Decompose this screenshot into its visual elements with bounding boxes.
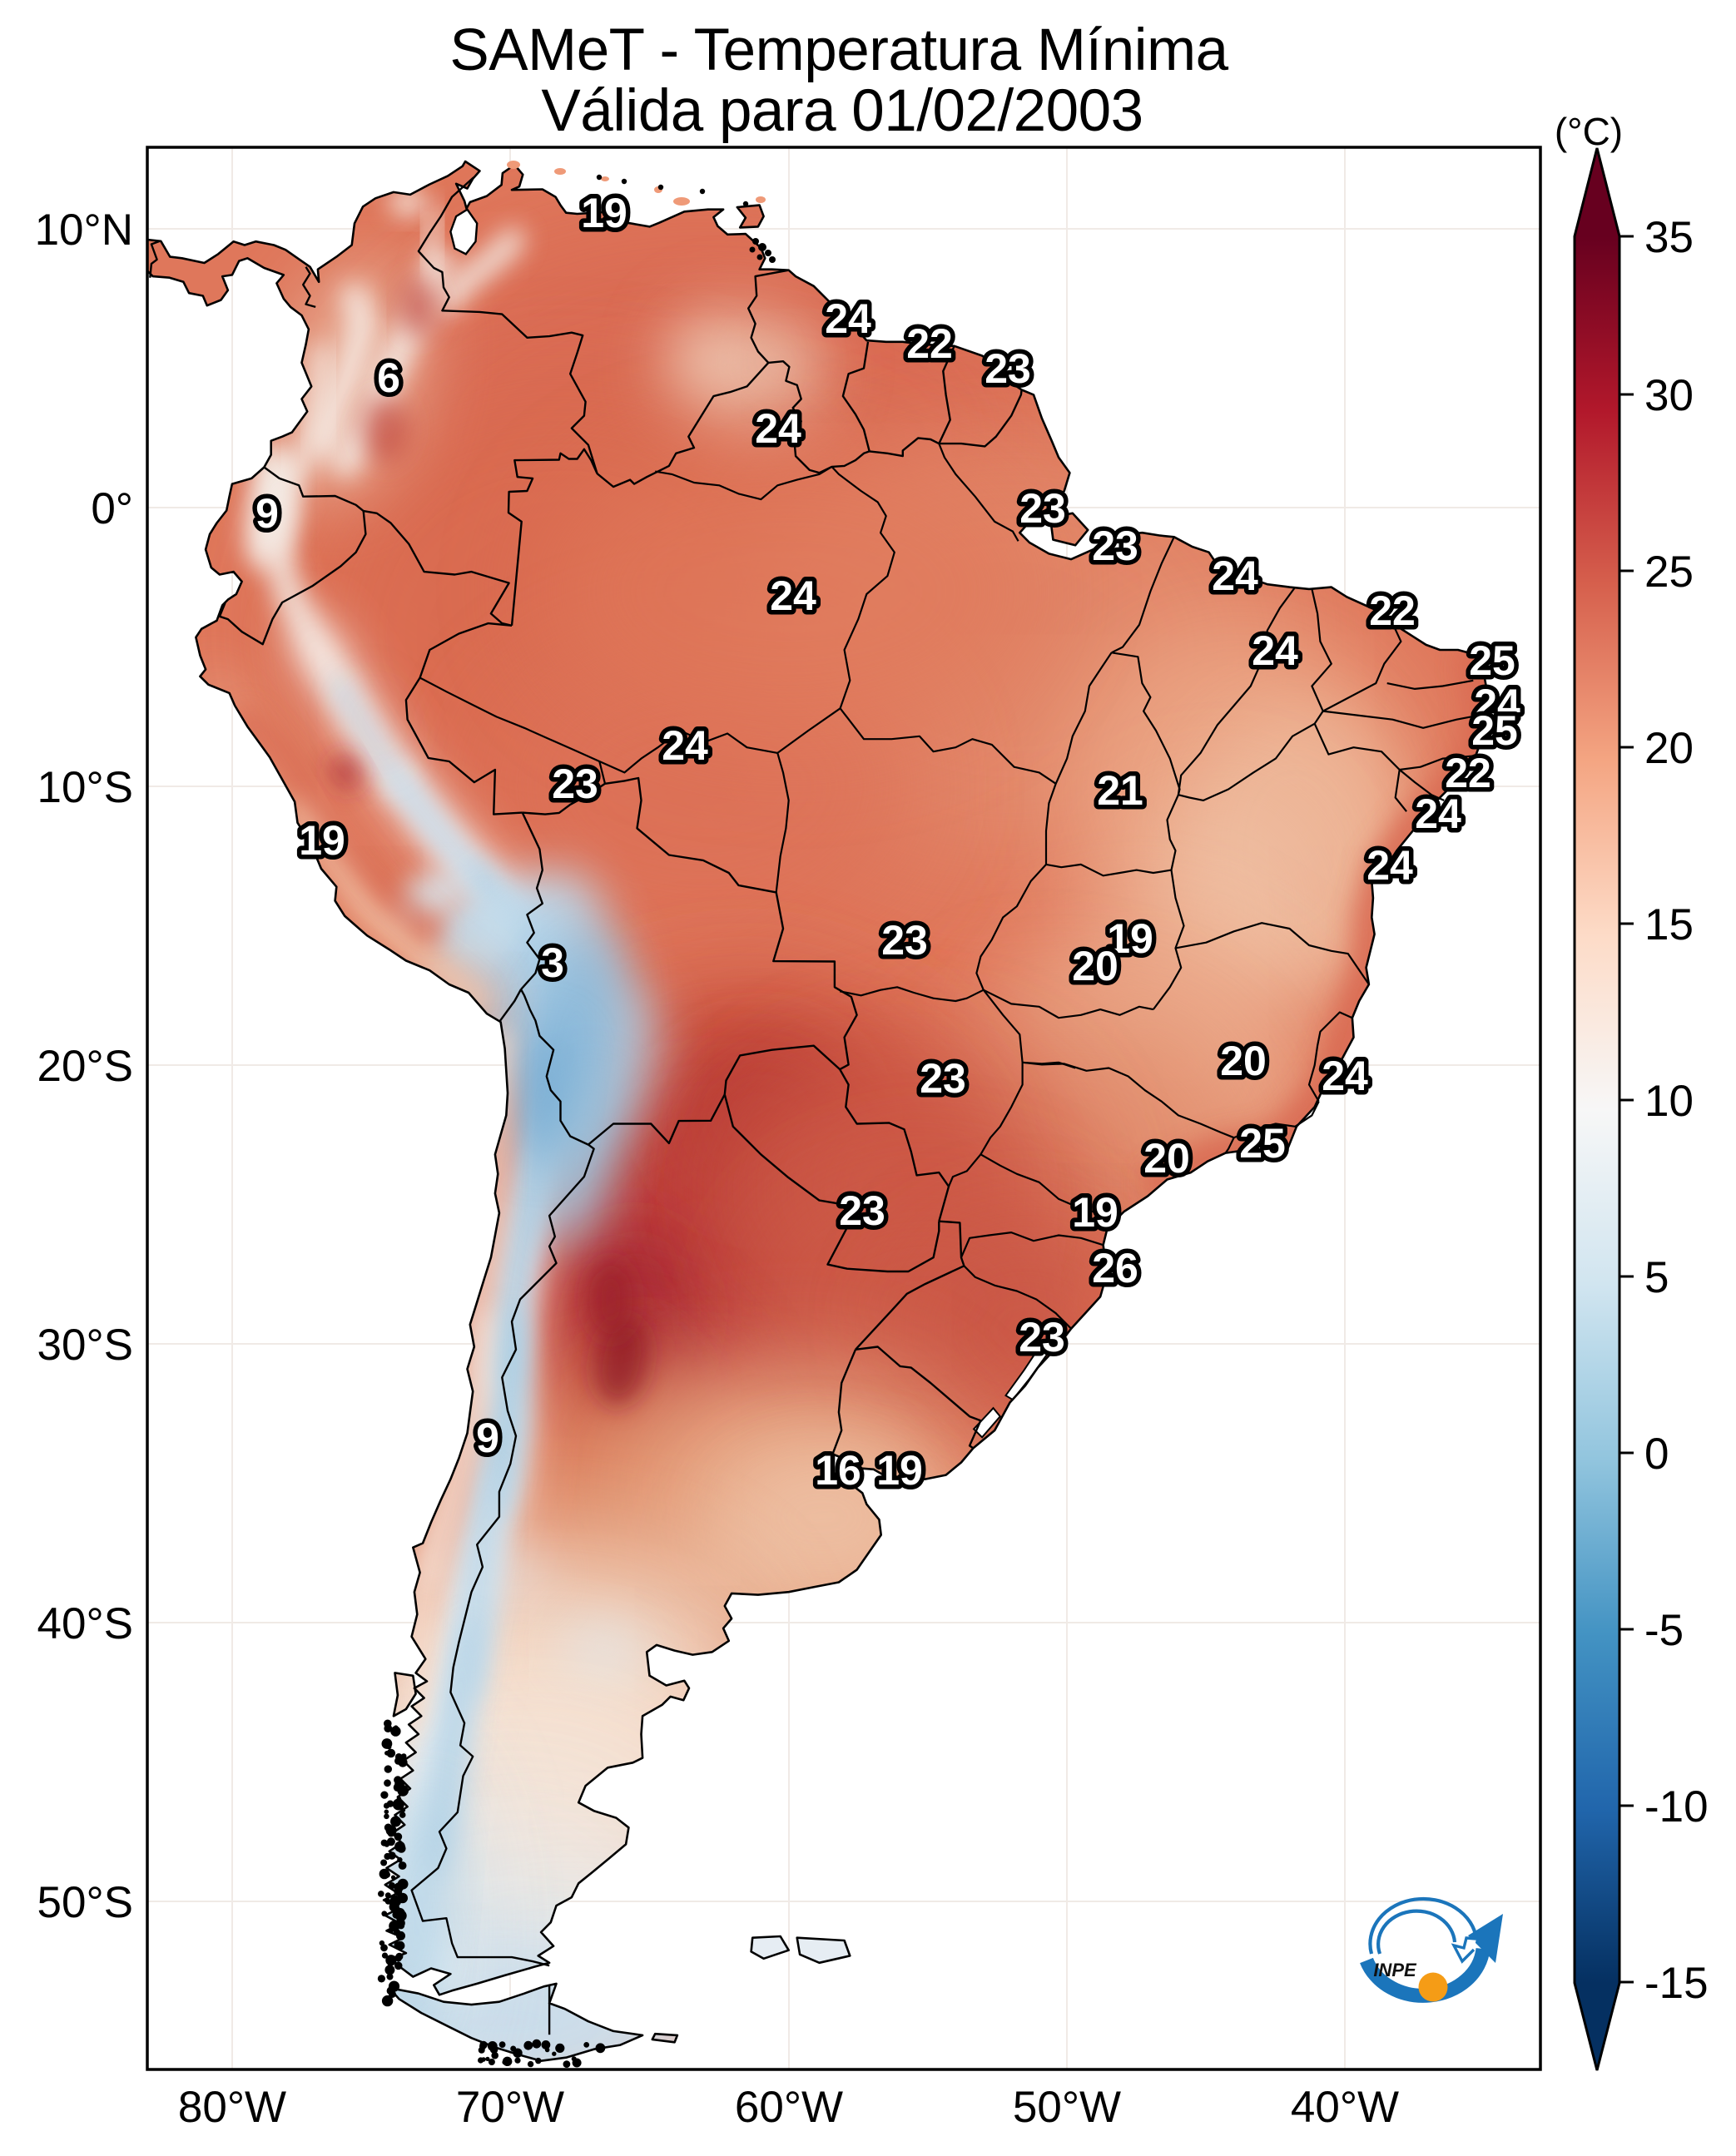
svg-text:30°S: 30°S: [37, 1321, 134, 1370]
svg-text:0°: 0°: [91, 484, 133, 533]
svg-text:26: 26: [1092, 1245, 1138, 1291]
svg-text:50°S: 50°S: [37, 1878, 134, 1927]
svg-text:20: 20: [1644, 724, 1694, 773]
svg-text:24: 24: [1415, 791, 1461, 837]
svg-text:22: 22: [906, 320, 953, 367]
svg-text:50°W: 50°W: [1013, 2083, 1121, 2132]
svg-text:23: 23: [920, 1055, 966, 1102]
svg-text:23: 23: [1092, 523, 1138, 569]
svg-text:25: 25: [1644, 548, 1694, 597]
svg-text:23: 23: [1019, 485, 1066, 532]
svg-text:24: 24: [825, 295, 871, 342]
svg-text:10°S: 10°S: [37, 763, 134, 812]
svg-text:22: 22: [1369, 587, 1416, 634]
svg-text:0: 0: [1644, 1430, 1669, 1479]
svg-text:24: 24: [770, 572, 816, 619]
svg-text:24: 24: [662, 722, 708, 769]
svg-text:-15: -15: [1644, 1959, 1709, 2008]
svg-text:20°S: 20°S: [37, 1042, 134, 1091]
svg-text:24: 24: [1252, 627, 1298, 674]
svg-text:23: 23: [881, 917, 928, 964]
svg-text:70°W: 70°W: [456, 2083, 564, 2132]
svg-text:30: 30: [1644, 371, 1694, 420]
svg-text:23: 23: [985, 345, 1031, 392]
svg-text:20: 20: [1143, 1135, 1190, 1182]
svg-text:19: 19: [876, 1447, 923, 1494]
svg-text:21: 21: [1097, 767, 1143, 814]
svg-text:24: 24: [1212, 553, 1258, 599]
svg-text:80°W: 80°W: [178, 2083, 286, 2132]
svg-text:SAMeT - Temperatura Mínima: SAMeT - Temperatura Mínima: [449, 17, 1228, 83]
svg-text:24: 24: [1474, 681, 1520, 727]
svg-text:19: 19: [1107, 915, 1153, 962]
svg-text:3: 3: [541, 939, 564, 986]
svg-text:24: 24: [755, 405, 801, 452]
svg-text:40°S: 40°S: [37, 1599, 134, 1648]
svg-text:25: 25: [1471, 707, 1518, 754]
svg-text:23: 23: [839, 1187, 885, 1234]
svg-text:20: 20: [1072, 943, 1118, 989]
svg-text:25: 25: [1469, 637, 1515, 684]
svg-text:40°W: 40°W: [1291, 2083, 1399, 2132]
svg-text:10°N: 10°N: [35, 206, 133, 255]
svg-text:9: 9: [476, 1415, 499, 1461]
svg-text:19: 19: [1072, 1189, 1118, 1236]
svg-text:23: 23: [1019, 1314, 1065, 1361]
svg-text:6: 6: [377, 354, 400, 401]
svg-text:23: 23: [552, 761, 598, 807]
svg-text:10: 10: [1644, 1077, 1694, 1126]
svg-text:24: 24: [1322, 1053, 1368, 1099]
svg-text:20: 20: [1220, 1038, 1267, 1084]
svg-text:60°W: 60°W: [735, 2083, 843, 2132]
svg-text:16: 16: [815, 1447, 861, 1494]
svg-text:Válida para 01/02/2003: Válida para 01/02/2003: [541, 78, 1143, 144]
svg-text:9: 9: [255, 490, 279, 537]
svg-text:-10: -10: [1644, 1782, 1709, 1831]
svg-text:24: 24: [1366, 842, 1413, 889]
svg-text:22: 22: [1445, 750, 1491, 796]
svg-text:5: 5: [1644, 1253, 1669, 1302]
svg-text:19: 19: [299, 817, 345, 864]
svg-text:15: 15: [1644, 900, 1694, 949]
svg-text:INPE: INPE: [1373, 1960, 1417, 1980]
svg-text:19: 19: [581, 190, 627, 236]
svg-text:(°C): (°C): [1555, 110, 1623, 153]
svg-text:35: 35: [1644, 213, 1694, 262]
svg-text:-5: -5: [1644, 1606, 1684, 1655]
svg-text:25: 25: [1239, 1120, 1286, 1167]
